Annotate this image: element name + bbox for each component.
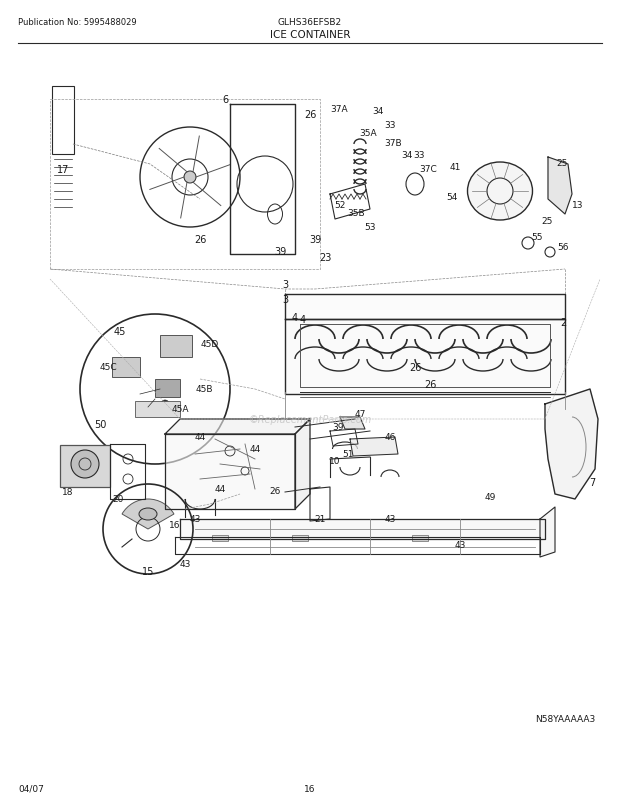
Text: 37A: 37A [330, 105, 348, 115]
Wedge shape [122, 500, 174, 529]
Circle shape [71, 451, 99, 479]
Text: 43: 43 [384, 515, 396, 524]
Text: 20: 20 [112, 495, 123, 504]
Text: 37B: 37B [384, 138, 402, 148]
Text: 13: 13 [572, 200, 584, 209]
Polygon shape [350, 437, 398, 456]
Bar [52, 87, 74, 155]
Text: 35A: 35A [359, 128, 377, 137]
Polygon shape [545, 390, 598, 500]
Polygon shape [180, 520, 545, 539]
Text: Publication No: 5995488029: Publication No: 5995488029 [18, 18, 136, 27]
Text: 4: 4 [300, 314, 306, 325]
Text: 55: 55 [531, 233, 542, 241]
Bar [112, 358, 140, 378]
Text: 56: 56 [557, 242, 569, 251]
Text: 54: 54 [446, 193, 458, 202]
Text: 45: 45 [114, 326, 126, 337]
Text: 26: 26 [194, 235, 206, 245]
Text: 7: 7 [589, 477, 595, 488]
Text: 6: 6 [222, 95, 228, 105]
Text: 21: 21 [314, 515, 326, 524]
Text: 49: 49 [484, 493, 495, 502]
Polygon shape [540, 508, 555, 557]
Text: 33: 33 [384, 121, 396, 131]
Ellipse shape [139, 508, 157, 520]
Text: 47: 47 [354, 410, 366, 419]
Text: 44: 44 [195, 433, 206, 442]
Text: 34: 34 [401, 150, 413, 160]
Polygon shape [295, 419, 310, 509]
Text: 17: 17 [57, 164, 69, 175]
Text: 52: 52 [334, 200, 346, 209]
Text: 3: 3 [282, 280, 288, 290]
Text: N58YAAAAA3: N58YAAAAA3 [534, 714, 595, 723]
Text: 16: 16 [304, 784, 316, 793]
Bar [412, 535, 428, 541]
Text: 25: 25 [556, 158, 568, 168]
Bar [135, 402, 180, 418]
Text: 26: 26 [409, 363, 421, 373]
Text: 50: 50 [94, 419, 106, 429]
Text: 3: 3 [282, 294, 288, 305]
Text: 33: 33 [414, 150, 425, 160]
Bar [212, 535, 228, 541]
Text: 35B: 35B [347, 209, 365, 217]
Polygon shape [285, 320, 565, 395]
Text: 25: 25 [541, 217, 552, 226]
Text: 04/07: 04/07 [18, 784, 44, 793]
Text: 53: 53 [364, 223, 376, 233]
Text: 2: 2 [560, 318, 566, 327]
Bar [60, 445, 110, 488]
Text: 26: 26 [304, 110, 316, 119]
Text: 10: 10 [329, 457, 341, 466]
Text: 43: 43 [454, 540, 466, 549]
Text: 37C: 37C [419, 165, 437, 174]
Text: 41: 41 [450, 162, 461, 172]
Text: ICE CONTAINER: ICE CONTAINER [270, 30, 350, 40]
Text: 39: 39 [274, 247, 286, 257]
Polygon shape [340, 418, 365, 429]
Text: 43: 43 [189, 515, 201, 524]
Text: 45B: 45B [195, 385, 213, 394]
Text: 18: 18 [62, 488, 74, 497]
Text: 51: 51 [342, 450, 354, 459]
Bar [292, 535, 308, 541]
Text: 26: 26 [269, 487, 281, 496]
Ellipse shape [467, 163, 533, 221]
Text: GLHS36EFSB2: GLHS36EFSB2 [278, 18, 342, 27]
Text: 44: 44 [249, 445, 260, 454]
Polygon shape [285, 294, 565, 320]
Text: 34: 34 [373, 107, 384, 116]
Circle shape [161, 400, 169, 408]
Polygon shape [165, 435, 295, 509]
Text: 15: 15 [142, 566, 154, 577]
Text: ©ReplacementParts.com: ©ReplacementParts.com [249, 415, 371, 424]
Text: 46: 46 [384, 433, 396, 442]
Text: 45A: 45A [171, 405, 188, 414]
Text: 43: 43 [180, 560, 192, 569]
Text: 45D: 45D [201, 340, 219, 349]
Bar [160, 335, 192, 358]
Polygon shape [548, 158, 572, 215]
Text: 39: 39 [309, 235, 321, 245]
Text: 23: 23 [319, 253, 331, 263]
Circle shape [184, 172, 196, 184]
Text: 39: 39 [332, 423, 343, 432]
Polygon shape [165, 419, 310, 435]
Text: 26: 26 [424, 379, 436, 390]
Bar [155, 379, 180, 398]
Text: 44: 44 [215, 485, 226, 494]
Text: 4: 4 [292, 313, 298, 322]
Text: 45C: 45C [99, 363, 117, 372]
Text: 16: 16 [169, 520, 181, 529]
